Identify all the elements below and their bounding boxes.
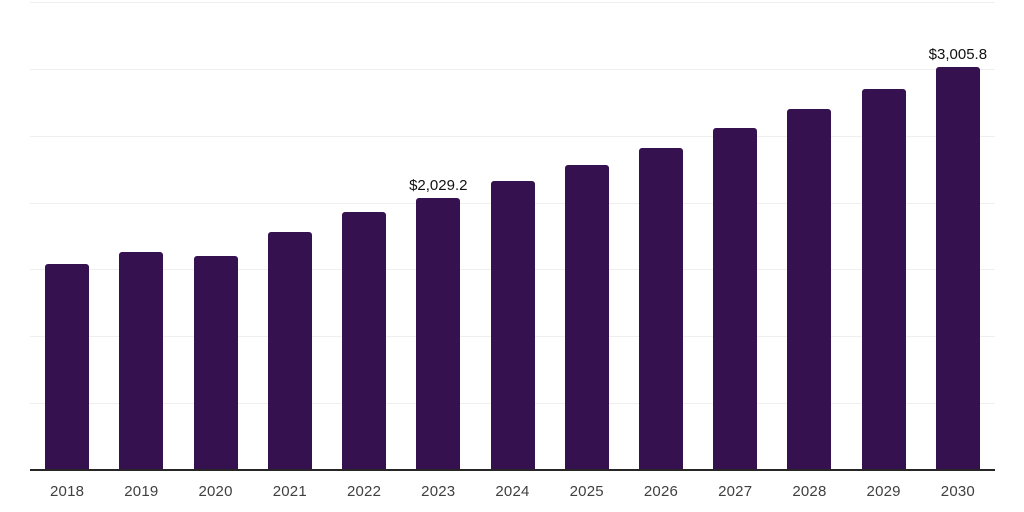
bar-2026 (638, 148, 683, 469)
bar-2020 (193, 256, 238, 469)
x-tick-label-2021: 2021 (272, 483, 307, 500)
plot-area (30, 0, 995, 470)
x-tick-label-2023: 2023 (421, 483, 456, 500)
gridline-3500 (30, 2, 995, 3)
x-tick-label-2018: 2018 (50, 483, 85, 500)
bar-2023 (416, 197, 461, 469)
gridline-3000 (30, 68, 995, 70)
bar-2021 (267, 232, 312, 469)
x-tick-label-2022: 2022 (346, 483, 382, 500)
x-tick-label-2020: 2020 (198, 483, 233, 500)
bar-2025 (564, 164, 609, 469)
x-tick-label-2027: 2027 (718, 483, 753, 500)
bar-2022 (342, 212, 387, 469)
bar-2019 (119, 251, 164, 469)
bar-2029 (861, 88, 906, 469)
x-tick-label-2025: 2025 (569, 483, 604, 500)
x-tick-label-2026: 2026 (643, 483, 679, 500)
x-axis-line (30, 469, 995, 471)
x-tick-label-2019: 2019 (124, 483, 159, 500)
gridline-2500 (30, 135, 995, 137)
bar-2030 (935, 67, 980, 469)
data-label-2023: $2,029.2 (409, 176, 468, 194)
bar-2027 (713, 128, 758, 469)
x-tick-label-2030: 2030 (940, 483, 975, 500)
bar-2028 (787, 108, 832, 469)
x-tick-label-2024: 2024 (495, 483, 530, 500)
bar-2018 (45, 264, 90, 469)
bar-2024 (490, 180, 535, 469)
x-tick-label-2029: 2029 (866, 483, 901, 500)
data-label-2030: $3,005.8 (928, 46, 988, 64)
x-tick-label-2028: 2028 (792, 483, 827, 500)
